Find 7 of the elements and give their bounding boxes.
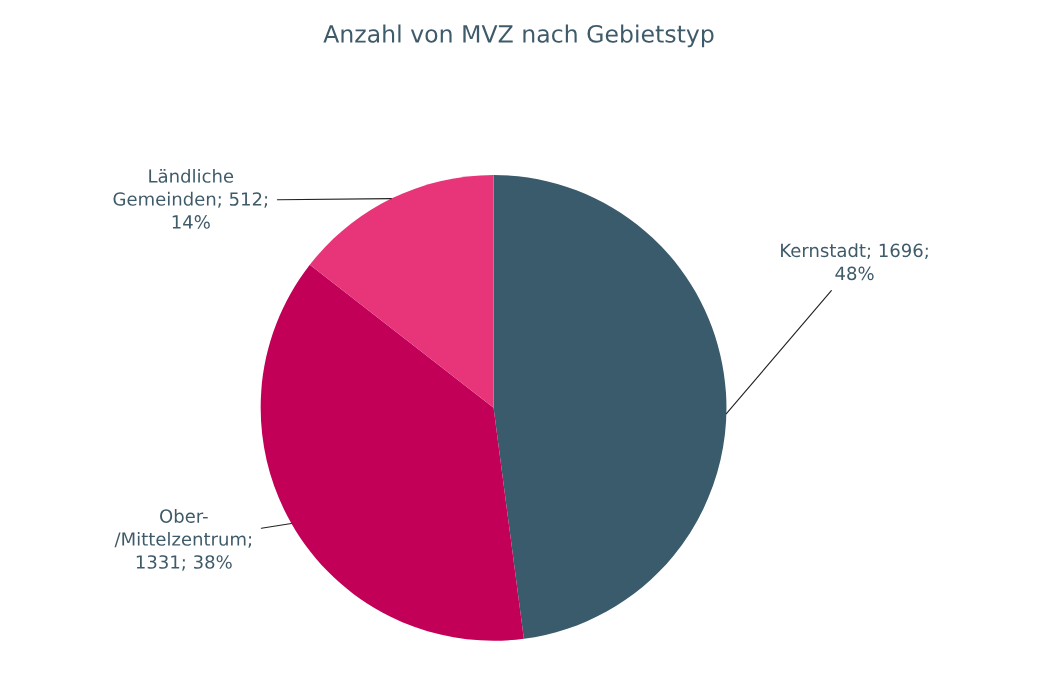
pie-slice (493, 174, 727, 639)
pie-slice (309, 174, 494, 408)
slice-label: Kernstadt; 1696; 48% (781, 243, 928, 281)
pie-slice (260, 264, 524, 641)
slice-label: Ober-/Mittelzentrum; 1331; 38% (114, 508, 251, 571)
chart-title: Anzahl von MVZ nach Gebietstyp (323, 24, 714, 48)
slice-label: Ländliche Gemeinden; 512; 14% (113, 168, 267, 229)
